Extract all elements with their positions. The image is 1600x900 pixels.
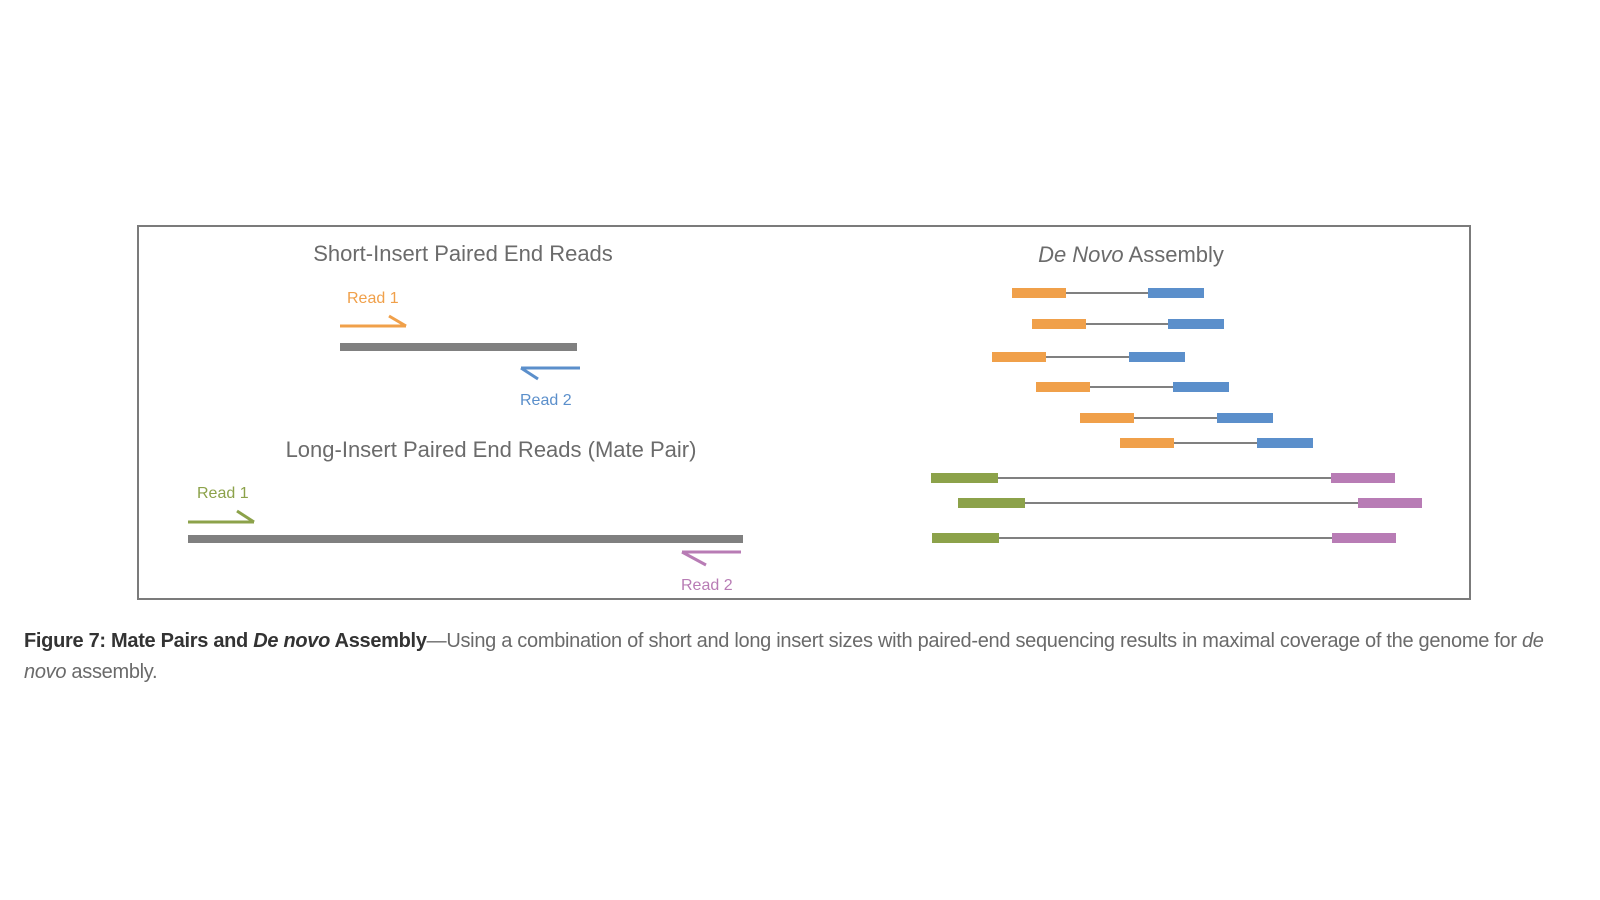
assembly-short-pair-1 [1012,288,1204,298]
pair-read2 [1173,382,1229,392]
pair-read2 [1331,473,1395,483]
pair-read2 [1332,533,1396,543]
short-insert-title: Short-Insert Paired End Reads [313,241,613,266]
caption-text-italic: de novo [24,630,1544,683]
long-read1-arrow [188,509,255,524]
long-read2-label: Read 2 [681,577,733,594]
assembly-short-pair-4 [1036,382,1229,392]
pair-read1 [992,352,1046,362]
caption-text-2: assembly. [66,661,158,683]
pair-read2 [1129,352,1185,362]
long-read1-label: Read 1 [197,485,249,502]
long-insert-title: Long-Insert Paired End Reads (Mate Pair) [286,437,697,462]
assembly-short-pair-6 [1120,438,1313,448]
figure-caption: Figure 7: Mate Pairs and De novo Assembl… [24,626,1584,688]
short-read1-label: Read 1 [347,290,399,307]
short-read1-arrow [340,314,407,328]
long-read2-arrow [681,550,741,567]
assembly-short-pair-3 [992,352,1185,362]
caption-label-part2: Assembly [330,630,427,652]
pair-read2 [1217,413,1273,423]
assembly-title-italic: De Novo [1038,242,1124,267]
short-read2-label: Read 2 [520,392,572,409]
pair-read2 [1358,498,1422,508]
pair-read1 [1012,288,1066,298]
caption-label-italic: De novo [253,630,331,652]
caption-label: Figure 7: Mate Pairs and De novo Assembl… [24,630,427,652]
caption-text-1: —Using a combination of short and long i… [426,630,1522,652]
pair-read1 [1036,382,1090,392]
caption-label-part1: Figure 7: Mate Pairs and [24,630,254,652]
assembly-short-pair-5 [1080,413,1273,423]
assembly-long-pair-2 [958,498,1422,508]
long-insert-bar [188,535,743,543]
assembly-long-pair-1 [931,473,1395,483]
assembly-long-pair-3 [932,533,1396,543]
pair-read1 [931,473,998,483]
short-read2-arrow [520,366,580,381]
pair-read1 [958,498,1025,508]
pair-read2 [1168,319,1224,329]
pair-read1 [1032,319,1086,329]
short-insert-bar [340,343,577,351]
assembly-short-pair-2 [1032,319,1224,329]
pair-read1 [1120,438,1174,448]
assembly-title-rest: Assembly [1124,242,1224,267]
pair-read1 [932,533,999,543]
pair-read2 [1148,288,1204,298]
pair-read2 [1257,438,1313,448]
assembly-title: De Novo Assembly [1038,242,1224,267]
pair-read1 [1080,413,1134,423]
